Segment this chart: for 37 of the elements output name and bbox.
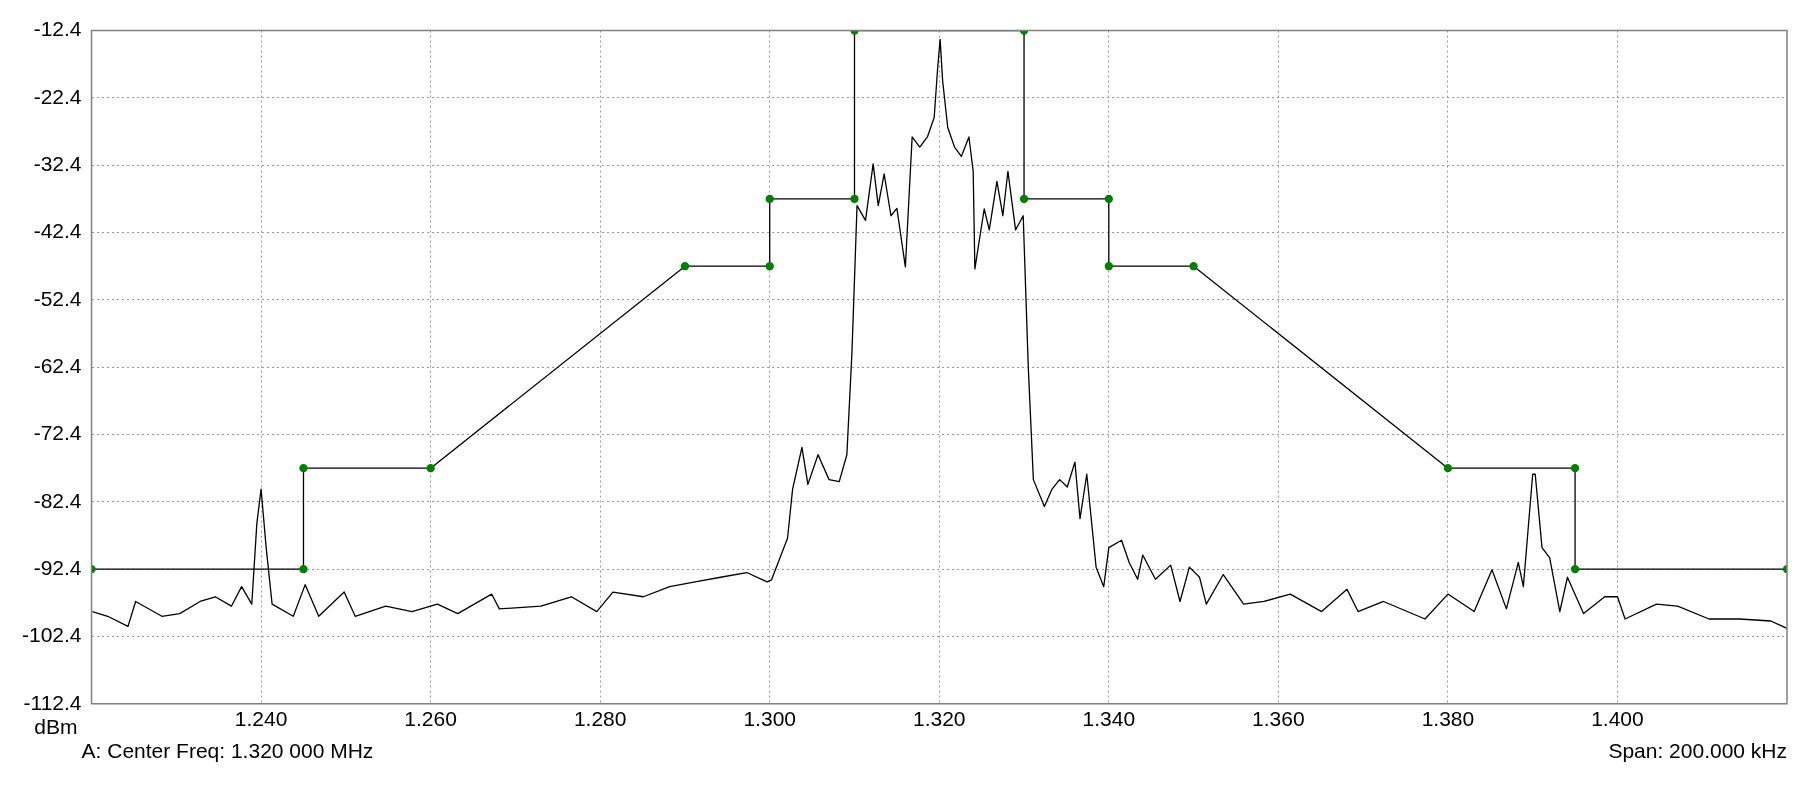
y-tick-label: -82.4 (33, 488, 82, 512)
point (1104, 194, 1113, 204)
text: A: Center Freq: 1.320 000 MHz (81, 739, 374, 763)
x-tick-label: 1.280 (573, 707, 627, 731)
point (680, 262, 690, 271)
point (850, 194, 859, 204)
point (765, 194, 774, 204)
y-tick-label: -22.4 (33, 84, 82, 108)
x-tick-label: 1.400 (1591, 707, 1644, 731)
x-tick-label: 1.320 (912, 707, 966, 731)
x-tick-label: 1.360 (1252, 707, 1305, 731)
text: Span: 200.000 kHz (1608, 739, 1787, 763)
y-tick-label: -112.4 (23, 690, 82, 714)
point (1189, 262, 1198, 271)
x-tick-label: 1.260 (404, 707, 457, 731)
point (299, 565, 308, 574)
point (1104, 262, 1113, 271)
y-axis-title: dBm (34, 715, 78, 739)
y-tick-label: -42.4 (33, 219, 82, 243)
y-tick-label: -32.4 (33, 152, 82, 176)
point (765, 262, 774, 271)
x-tick-label: 1.340 (1082, 707, 1136, 731)
y-tick-label: -72.4 (33, 421, 82, 445)
y-tick-label: -62.4 (33, 354, 82, 377)
y-tick-label: -102.4 (22, 623, 82, 647)
x-tick-label: 1.300 (743, 707, 797, 731)
x-tick-label: 1.380 (1421, 707, 1475, 731)
point (1570, 565, 1580, 574)
point (299, 464, 308, 473)
y-tick-label: -12.4 (33, 17, 82, 41)
x-tick-label: 1.240 (234, 707, 288, 731)
y-tick-label: -92.4 (33, 555, 82, 579)
point (1570, 464, 1580, 473)
point (426, 464, 435, 473)
point (1443, 464, 1453, 473)
y-tick-label: -52.4 (33, 286, 82, 310)
point (1019, 194, 1029, 204)
